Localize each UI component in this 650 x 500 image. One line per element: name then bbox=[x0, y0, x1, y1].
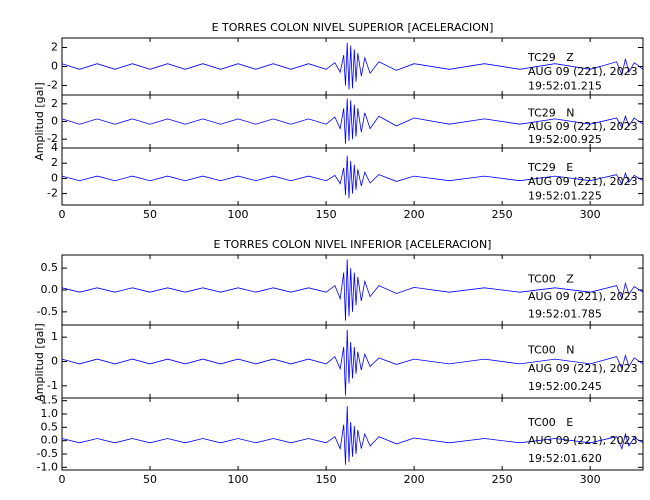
y-tick-label: -0.5 bbox=[37, 305, 58, 318]
x-tick-label: 150 bbox=[316, 473, 337, 486]
waveform bbox=[61, 42, 644, 90]
x-tick-label: 250 bbox=[492, 473, 513, 486]
time-label: 19:52:01.225 bbox=[528, 189, 602, 202]
waveform bbox=[61, 405, 644, 465]
y-tick-label: -2 bbox=[47, 79, 58, 92]
station-label: TC00 Z bbox=[527, 273, 574, 286]
station-label: TC29 N bbox=[527, 107, 574, 120]
station-label: TC00 E bbox=[527, 416, 573, 429]
y-axis-label: Amplitud [gal] bbox=[33, 82, 46, 160]
date-label: AUG 09 (221), 2023 bbox=[528, 65, 638, 78]
x-tick-label: 0 bbox=[59, 473, 66, 486]
station-label: TC00 N bbox=[527, 344, 574, 357]
date-label: AUG 09 (221), 2023 bbox=[528, 120, 638, 133]
y-tick-label: 4 bbox=[51, 141, 58, 154]
y-tick-label: -2 bbox=[47, 187, 58, 200]
x-tick-label: 100 bbox=[228, 473, 249, 486]
date-label: AUG 09 (221), 2023 bbox=[528, 290, 638, 303]
y-tick-label: 2 bbox=[51, 97, 58, 110]
y-tick-label: 0 bbox=[51, 355, 58, 368]
time-label: 19:52:00.925 bbox=[528, 133, 602, 146]
y-tick-label: 1.5 bbox=[41, 394, 59, 407]
y-tick-label: 1 bbox=[51, 330, 58, 343]
chart-title: E TORRES COLON NIVEL SUPERIOR [ACELERACI… bbox=[212, 21, 494, 34]
y-tick-label: 2 bbox=[51, 41, 58, 54]
waveform bbox=[61, 329, 644, 396]
y-tick-label: 0.0 bbox=[41, 283, 59, 296]
y-axis-label: Amplitud [gal] bbox=[33, 323, 46, 401]
station-label: TC29 E bbox=[527, 161, 573, 174]
panel-frame bbox=[61, 397, 644, 471]
x-tick-label: 300 bbox=[580, 473, 601, 486]
x-tick-label: 200 bbox=[404, 208, 425, 221]
y-tick-label: -1 bbox=[47, 379, 58, 392]
y-tick-label: -0.5 bbox=[37, 447, 58, 460]
time-label: 19:52:01.620 bbox=[528, 452, 602, 465]
y-tick-label: -1.0 bbox=[37, 460, 58, 473]
y-tick-label: 0 bbox=[51, 171, 58, 184]
y-tick-label: 0.5 bbox=[41, 261, 59, 274]
waveform bbox=[61, 98, 644, 144]
x-tick-label: 0 bbox=[59, 208, 66, 221]
y-tick-label: 0.0 bbox=[41, 434, 59, 447]
x-tick-label: 300 bbox=[580, 208, 601, 221]
y-tick-label: 1.0 bbox=[41, 407, 59, 420]
y-tick-label: 2 bbox=[51, 156, 58, 169]
time-label: 19:52:00.245 bbox=[528, 380, 602, 393]
x-tick-label: 100 bbox=[228, 208, 249, 221]
x-tick-label: 200 bbox=[404, 473, 425, 486]
date-label: AUG 09 (221), 2023 bbox=[528, 175, 638, 188]
time-label: 19:52:01.215 bbox=[528, 79, 602, 92]
date-label: AUG 09 (221), 2023 bbox=[528, 362, 638, 375]
y-tick-label: -2 bbox=[47, 132, 58, 145]
x-tick-label: 50 bbox=[143, 208, 157, 221]
date-label: AUG 09 (221), 2023 bbox=[528, 434, 638, 447]
x-tick-label: 150 bbox=[316, 208, 337, 221]
chart-title: E TORRES COLON NIVEL INFERIOR [ACELERACI… bbox=[214, 238, 492, 251]
station-label: TC29 Z bbox=[527, 51, 574, 64]
y-tick-label: 0 bbox=[51, 60, 58, 73]
time-label: 19:52:01.785 bbox=[528, 308, 602, 321]
x-tick-label: 250 bbox=[492, 208, 513, 221]
y-tick-label: 0 bbox=[51, 115, 58, 128]
x-tick-label: 50 bbox=[143, 473, 157, 486]
waveform bbox=[61, 259, 644, 321]
waveform bbox=[61, 155, 644, 199]
y-tick-label: 0.5 bbox=[41, 420, 59, 433]
